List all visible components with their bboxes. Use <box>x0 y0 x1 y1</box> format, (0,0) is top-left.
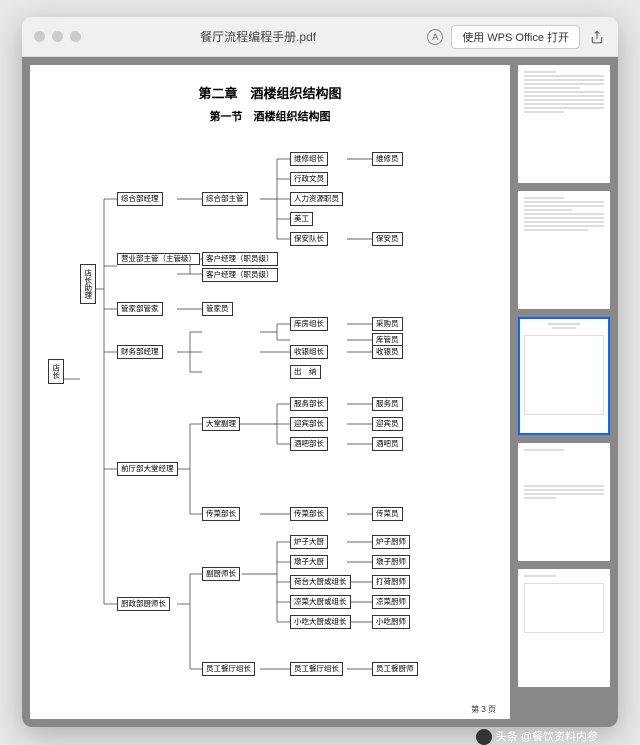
node: 营业部主管（主管级） <box>117 253 200 265</box>
thumbnail[interactable] <box>518 443 610 561</box>
node: 厨政部厨师长 <box>117 597 170 611</box>
attribution-text: 头条 @餐饮资料内参 <box>496 731 598 743</box>
node: 员工餐厨师 <box>372 662 418 676</box>
node: 打荷厨师 <box>372 575 410 589</box>
node: 传菜员 <box>372 507 403 521</box>
node: 员工餐厅组长 <box>202 662 255 676</box>
minimize-icon[interactable] <box>52 31 63 42</box>
node: 综合部主管 <box>202 192 248 206</box>
avatar-icon <box>476 729 492 745</box>
node: 墩子大厨 <box>290 555 328 569</box>
node: 传菜部长 <box>202 507 240 521</box>
node: 小吃厨师 <box>372 615 410 629</box>
node: 管家员 <box>202 302 233 316</box>
thumbnail[interactable] <box>518 191 610 309</box>
maximize-icon[interactable] <box>70 31 81 42</box>
section-heading: 第一节 酒楼组织结构图 <box>42 108 498 124</box>
node: 店长 <box>48 359 64 384</box>
node: 传菜部长 <box>290 507 328 521</box>
chapter-heading: 第二章 酒楼组织结构图 <box>42 83 498 102</box>
main-page: 第二章 酒楼组织结构图 第一节 酒楼组织结构图 店长 店长助理 综合部经理 营业… <box>30 65 510 719</box>
node: 美工 <box>290 212 313 226</box>
node: 客户经理（职员级） <box>202 252 278 266</box>
node: 员工餐厅组长 <box>290 662 343 676</box>
node: 凉菜厨师 <box>372 595 410 609</box>
node: 炉子大厨 <box>290 535 328 549</box>
node: 大堂副理 <box>202 417 240 431</box>
node: 副厨师长 <box>202 567 240 581</box>
org-chart: 店长 店长助理 综合部经理 营业部主管（主管级） 管家部管家 财务部经理 前厅部… <box>42 134 498 694</box>
node: 酒吧员 <box>372 437 403 451</box>
node: 酒吧部长 <box>290 437 328 451</box>
node: 出 纳 <box>290 365 321 379</box>
window-controls <box>34 31 81 42</box>
node: 财务部经理 <box>117 345 163 359</box>
node: 炉子厨师 <box>372 535 410 549</box>
node: 行政文员 <box>290 172 328 186</box>
node: 凉菜大厨或组长 <box>290 595 351 609</box>
preview-window: 餐厅流程编程手册.pdf A 使用 WPS Office 打开 第二章 酒楼组织… <box>22 17 618 727</box>
connector-lines <box>42 134 498 694</box>
node: 维修组长 <box>290 152 328 166</box>
node: 保安队长 <box>290 232 328 246</box>
page-number: 第 3 页 <box>471 704 496 715</box>
node: 采购员 <box>372 317 403 331</box>
node: 人力资源职员 <box>290 192 343 206</box>
attribution-footer: 头条 @餐饮资料内参 <box>22 728 618 745</box>
thumbnail-active[interactable] <box>518 317 610 435</box>
node: 收银员 <box>372 345 403 359</box>
open-with-button[interactable]: 使用 WPS Office 打开 <box>451 25 580 49</box>
node: 迎宾员 <box>372 417 403 431</box>
node: 管家部管家 <box>117 302 163 316</box>
node: 迎宾部长 <box>290 417 328 431</box>
thumbnail-sidebar[interactable] <box>518 65 610 719</box>
node: 收银组长 <box>290 345 328 359</box>
thumbnail[interactable] <box>518 65 610 183</box>
document-title: 餐厅流程编程手册.pdf <box>97 28 419 45</box>
content-area: 第二章 酒楼组织结构图 第一节 酒楼组织结构图 店长 店长助理 综合部经理 营业… <box>22 57 618 727</box>
node: 客户经理（职员级） <box>202 268 278 282</box>
node: 墩子厨师 <box>372 555 410 569</box>
close-icon[interactable] <box>34 31 45 42</box>
node: 服务部长 <box>290 397 328 411</box>
node: 综合部经理 <box>117 192 163 206</box>
thumbnail[interactable] <box>518 569 610 687</box>
node: 荷台大厨或组长 <box>290 575 351 589</box>
titlebar: 餐厅流程编程手册.pdf A 使用 WPS Office 打开 <box>22 17 618 57</box>
share-icon[interactable] <box>588 28 606 46</box>
node: 维修员 <box>372 152 403 166</box>
node: 店长助理 <box>80 264 96 304</box>
node: 服务员 <box>372 397 403 411</box>
node: 前厅部大堂经理 <box>117 462 178 476</box>
version-badge[interactable]: A <box>427 29 443 45</box>
node: 保安员 <box>372 232 403 246</box>
node: 库房组长 <box>290 317 328 331</box>
node: 小吃大厨或组长 <box>290 615 351 629</box>
